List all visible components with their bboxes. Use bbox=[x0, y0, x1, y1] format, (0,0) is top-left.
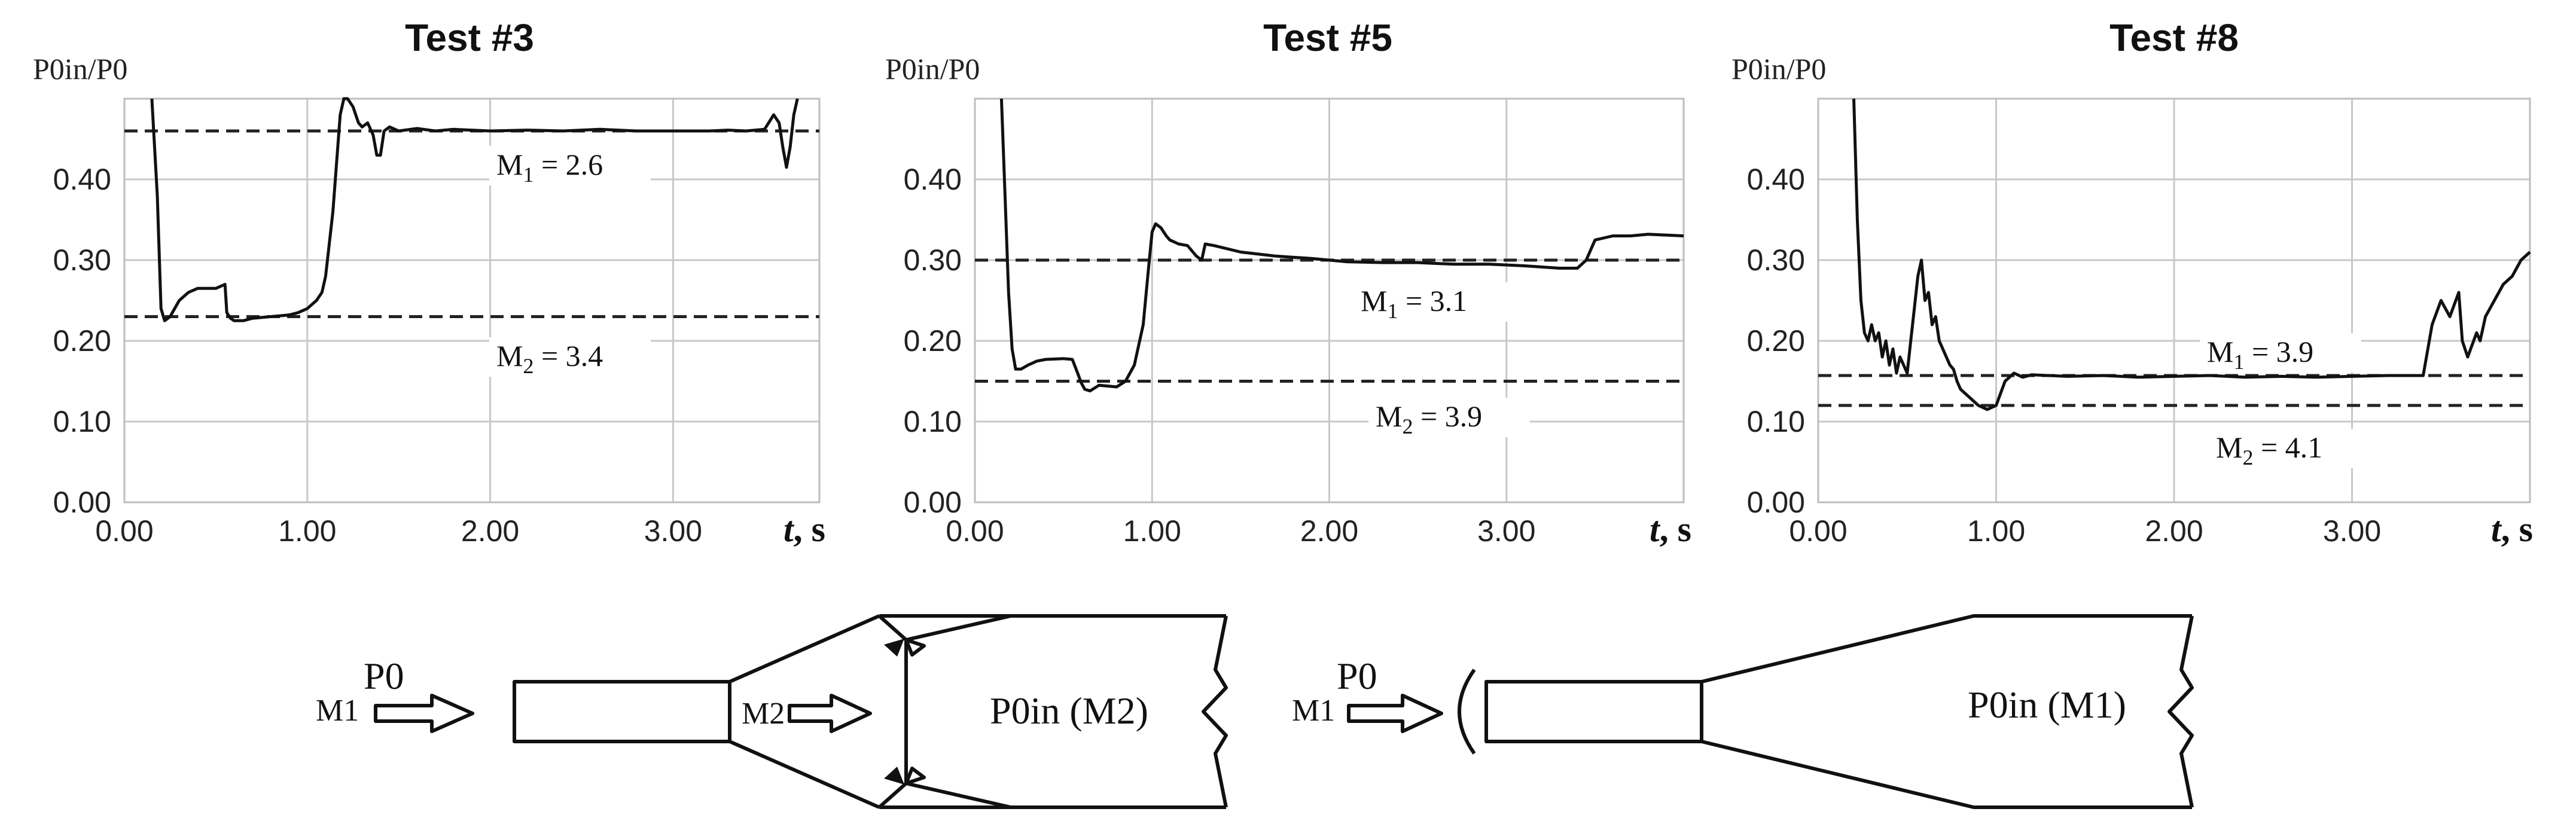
diagram2-inlet-tube bbox=[1484, 680, 1703, 743]
x-axis-label: t, s bbox=[784, 509, 825, 549]
y-tick-label: 0.40 bbox=[904, 163, 962, 196]
annotation-background bbox=[1368, 398, 1530, 437]
y-tick-label: 0.10 bbox=[53, 405, 111, 438]
chart-title: Test #5 bbox=[1263, 16, 1392, 59]
reference-line-label: M2 = 3.9 bbox=[1376, 399, 1482, 438]
x-tick-label: 3.00 bbox=[1477, 514, 1535, 548]
diagram-nozzle-m2: P0 M1 M2 P0in (M2) bbox=[316, 614, 1228, 809]
x-tick-label: 2.00 bbox=[2145, 514, 2203, 548]
diagram1-mid-arrow bbox=[788, 694, 872, 733]
reference-line-label: M1 = 3.1 bbox=[1361, 284, 1467, 323]
x-tick-label: 2.00 bbox=[461, 514, 519, 548]
data-series-line bbox=[999, 98, 1684, 393]
y-tick-label: 0.00 bbox=[1747, 486, 1805, 519]
diagram1-inflow-arrow bbox=[374, 694, 474, 733]
diagram2-bow-shock bbox=[1458, 669, 1476, 755]
diagram1-shock-marker bbox=[884, 639, 904, 785]
diagram-nozzle-m1: P0 M1 P0in (M1) bbox=[1292, 614, 2194, 809]
chart-panel-3: Test #8 P0in/P0 0.00 0.10 0.20 0.30 0.40 0.00 1.… bbox=[1731, 16, 2533, 549]
chart-panel-1: Test #3 P0in/P0 0.00 0.10 0.20 0.30 0.40 0.00 1.… bbox=[33, 16, 825, 549]
reference-line-label: M1 = 3.9 bbox=[2207, 335, 2313, 374]
y-tick-label: 0.20 bbox=[904, 324, 962, 358]
reference-line-label: M1 = 2.6 bbox=[496, 148, 603, 187]
x-axis-label: t, s bbox=[1650, 509, 1691, 549]
charts-row: Test #3 P0in/P0 0.00 0.10 0.20 0.30 0.40 0.00 1.… bbox=[33, 16, 2533, 549]
annotation-background bbox=[489, 146, 651, 185]
diagram2-chamber-cut-edge bbox=[2168, 615, 2194, 808]
x-tick-label: 1.00 bbox=[1967, 514, 2025, 548]
diagram1-chamber-cut-edge bbox=[1202, 615, 1228, 808]
y-axis-label: P0in/P0 bbox=[1731, 52, 1826, 86]
diagram1-diffuser bbox=[728, 614, 880, 809]
x-tick-label: 2.00 bbox=[1300, 514, 1358, 548]
x-tick-label: 3.00 bbox=[2323, 514, 2381, 548]
x-tick-label: 0.00 bbox=[1789, 514, 1847, 548]
diagram1-chamber bbox=[879, 614, 1226, 809]
data-series-line bbox=[1852, 98, 2531, 411]
y-axis-label: P0in/P0 bbox=[885, 52, 980, 86]
annotation-background bbox=[2209, 429, 2370, 468]
diagram2-m-in-label: M1 bbox=[1292, 694, 1335, 728]
x-tick-label: 3.00 bbox=[644, 514, 702, 548]
y-tick-label: 0.30 bbox=[904, 243, 962, 277]
diagram1-inlet-tube bbox=[513, 680, 731, 743]
annotation-background bbox=[489, 337, 651, 377]
y-tick-label: 0.40 bbox=[53, 163, 111, 196]
y-tick-label: 0.20 bbox=[1747, 324, 1805, 358]
diagram2-diffuser bbox=[1701, 614, 2192, 809]
plot-area-frame bbox=[1817, 97, 2531, 504]
diagram1-p0-label: P0 bbox=[364, 655, 404, 697]
x-tick-label: 0.00 bbox=[95, 514, 153, 548]
y-tick-label: 0.10 bbox=[1747, 405, 1805, 438]
y-tick-label: 0.10 bbox=[904, 405, 962, 438]
x-tick-label: 0.00 bbox=[946, 514, 1004, 548]
y-tick-label: 0.30 bbox=[53, 243, 111, 277]
x-tick-label: 1.00 bbox=[278, 514, 336, 548]
plot-area-frame bbox=[974, 97, 1685, 504]
x-axis-label: t, s bbox=[2491, 509, 2533, 549]
data-series-line bbox=[150, 97, 799, 322]
diagram2-inflow-arrow bbox=[1347, 694, 1443, 733]
annotation-background bbox=[2200, 333, 2361, 373]
chart-panel-2: Test #5 P0in/P0 0.00 0.10 0.20 0.30 0.40 0.00 1.… bbox=[885, 16, 1691, 549]
chart-title: Test #3 bbox=[405, 16, 534, 59]
y-tick-label: 0.40 bbox=[1747, 163, 1805, 196]
diagram1-chamber-label: P0in (M2) bbox=[990, 689, 1148, 732]
reference-line-label: M2 = 4.1 bbox=[2216, 431, 2322, 469]
annotation-background bbox=[1353, 282, 1515, 322]
y-tick-label: 0.20 bbox=[53, 324, 111, 358]
y-tick-label: 0.00 bbox=[53, 486, 111, 519]
diagram2-p0-label: P0 bbox=[1337, 655, 1377, 697]
reference-line-label: M2 = 3.4 bbox=[496, 339, 603, 378]
diagram2-chamber-label: P0in (M1) bbox=[1968, 683, 2126, 726]
diagram1-m-in-label: M1 bbox=[316, 694, 359, 728]
y-tick-label: 0.30 bbox=[1747, 243, 1805, 277]
chart-title: Test #8 bbox=[2109, 16, 2239, 59]
diagram1-m-mid-label: M2 bbox=[742, 697, 785, 731]
y-tick-label: 0.00 bbox=[904, 486, 962, 519]
y-axis-label: P0in/P0 bbox=[33, 52, 127, 86]
plot-area-frame bbox=[123, 97, 821, 504]
diagram1-shock-lines bbox=[878, 614, 926, 809]
x-tick-label: 1.00 bbox=[1123, 514, 1181, 548]
